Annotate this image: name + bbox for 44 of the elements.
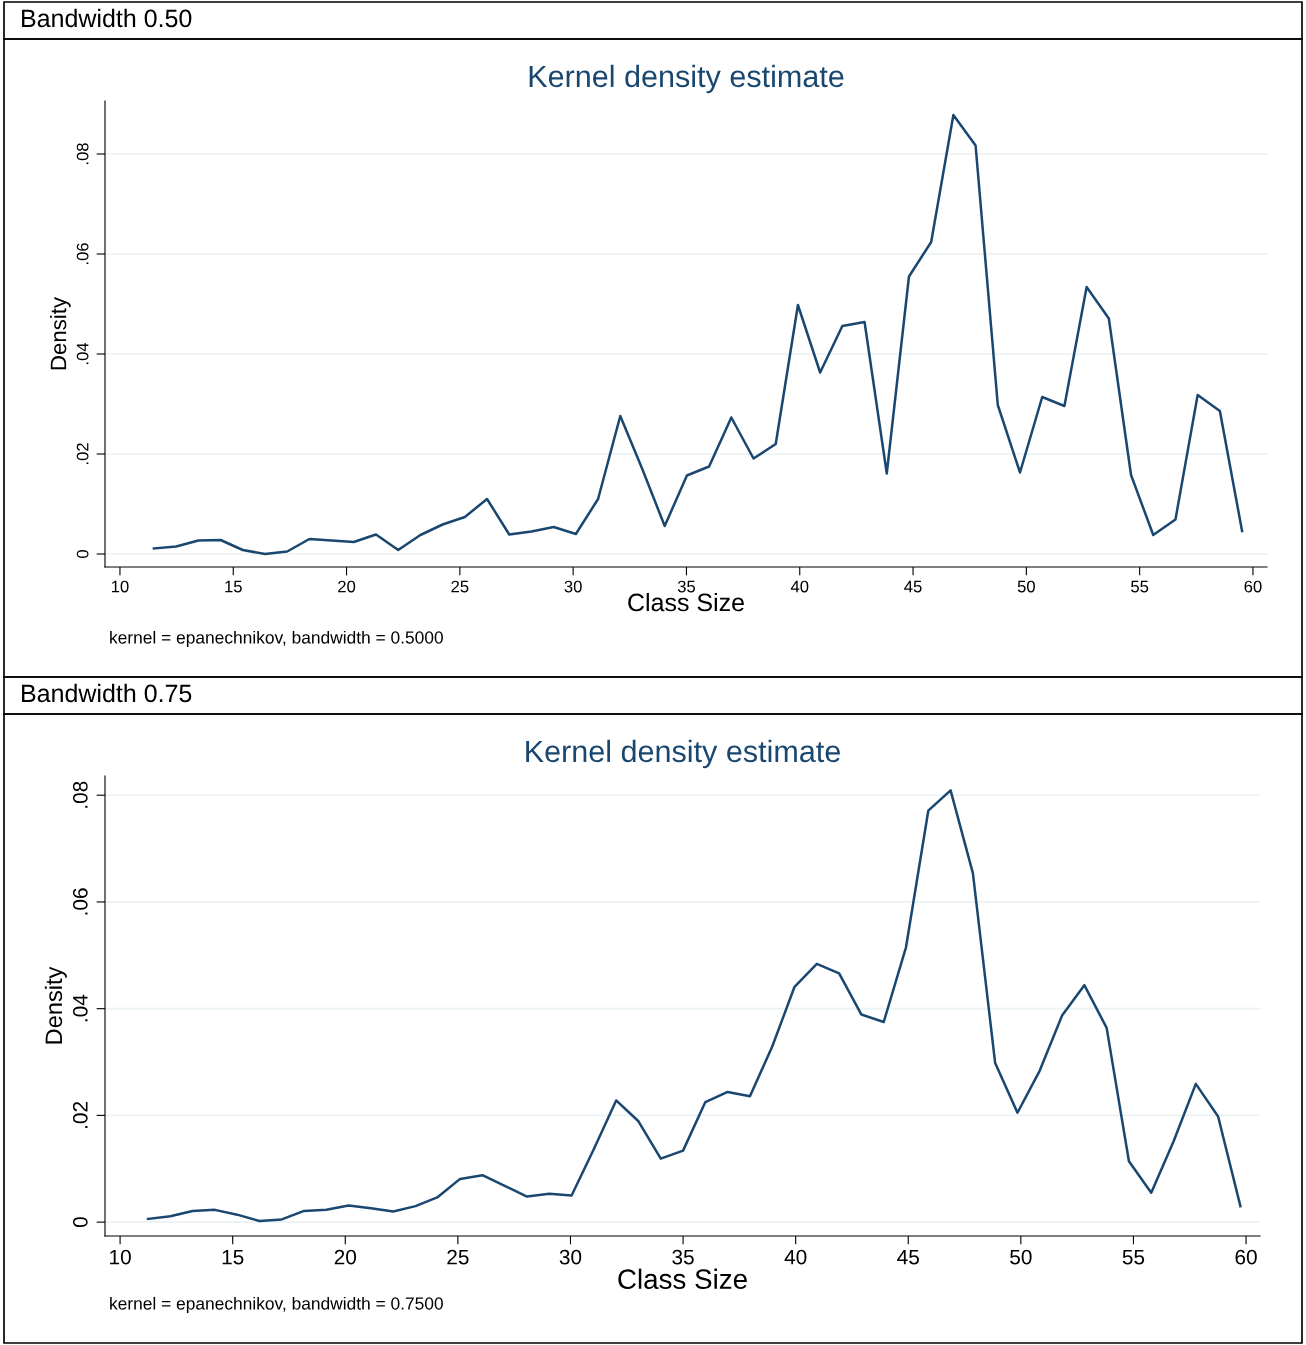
x-tick-label: 45 [904,580,922,593]
y-tick-label: 0 [72,1217,88,1228]
y-tick-label: 0 [76,550,89,558]
y-tick-label: .06 [76,243,89,265]
x-tick-label: 35 [677,580,696,593]
x-tick-label: 30 [559,1249,582,1265]
y-tick-label: .06 [72,888,88,915]
x-tick-label: 15 [225,580,242,593]
y-tick-label: .04 [76,342,89,365]
x-tick-label: 60 [1244,580,1262,593]
y-tick-label: .02 [72,1101,88,1128]
x-tick-label: 25 [451,580,469,593]
y-tick-label: .08 [76,143,89,165]
y-tick-label: .04 [72,994,88,1022]
x-tick-label: 25 [447,1249,469,1265]
x-tick-label: 20 [338,580,356,593]
x-tick-label: 50 [1010,1249,1032,1265]
text: kernel = epanechnikov, bandwidth = 0.5000 [110,630,443,648]
x-tick-label: 10 [111,580,129,593]
x-tick-label: 60 [1235,1249,1257,1265]
text: Bandwidth 0.50 [22,8,192,28]
y-axis-title: Density [44,966,67,1044]
chart-title: Kernel density estimate [529,64,844,94]
text: kernel = epanechnikov, bandwidth = 0.7500 [110,1296,443,1314]
x-tick-label: 40 [790,580,809,593]
y-axis-title: Density [50,296,71,370]
x-tick-label: 45 [897,1249,919,1265]
x-tick-label: 55 [1131,580,1149,593]
x-tick-label: 50 [1017,580,1035,593]
text: Bandwidth 0.75 [22,683,192,703]
line-series [152,113,1244,556]
x-tick-label: 55 [1122,1249,1145,1265]
x-tick-label: 15 [222,1249,244,1265]
x-tick-label: 20 [334,1249,357,1265]
x-tick-label: 30 [564,580,582,593]
x-tick-label: 10 [110,1249,131,1265]
x-axis-title: Class Size [618,1268,747,1290]
x-axis-title: Class Size [628,592,744,612]
chart-title: Kernel density estimate [526,739,840,769]
line-series [146,789,1242,1223]
x-tick-label: 35 [672,1249,694,1265]
y-tick-label: .02 [76,443,89,465]
x-tick-label: 40 [784,1249,807,1265]
y-tick-label: .08 [72,781,88,808]
